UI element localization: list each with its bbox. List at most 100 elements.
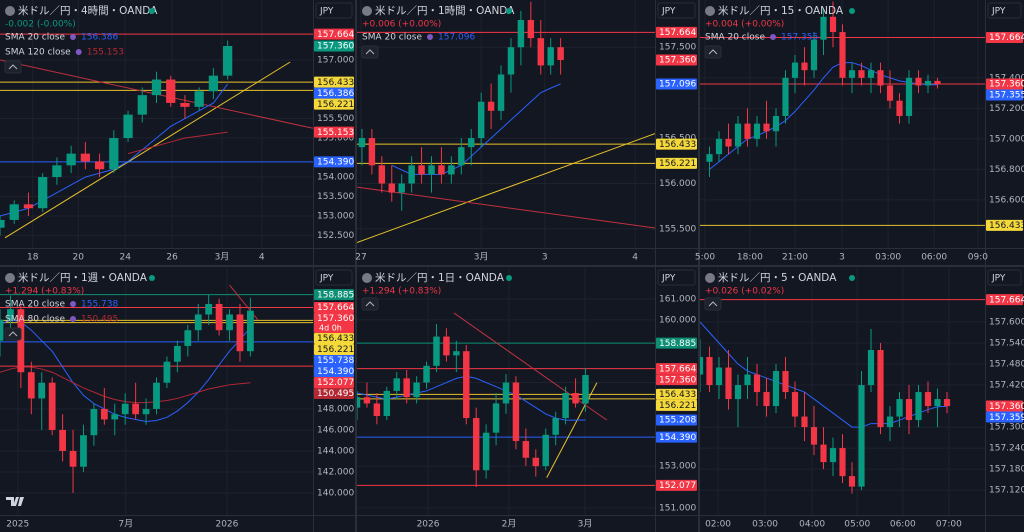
candle-body [839,32,846,78]
currency-button[interactable] [987,269,1022,286]
trend-line [357,186,655,229]
y-tick-label: 142.000 [317,467,354,477]
candle-body [393,378,400,391]
x-tick-label: 05:00 [844,520,870,530]
moving-average-line [391,83,561,175]
moving-average-line [357,375,586,421]
collapse-button[interactable] [4,60,22,74]
currency-button[interactable] [657,269,696,286]
candle-body [66,153,76,166]
price-change: +1.294 (+0.83%) [5,287,84,297]
panel-background [357,267,698,532]
candle-body [205,303,213,315]
panel-background [357,0,698,265]
x-tick-label: 06:00 [890,520,916,530]
candle-body [363,397,371,404]
currency-label: JPY [991,274,1006,284]
candle-body [111,414,119,420]
currency-label: JPY [661,274,676,284]
collapse-button[interactable] [361,45,379,59]
candle-body [896,399,903,417]
candle-body [829,16,837,33]
plot-area [0,0,313,248]
chart-panel: 157.600 157.540 157.480 157.420 157.300 157.2… [700,267,1024,532]
symbol-icon [5,6,15,16]
collapse-button[interactable] [704,45,722,59]
collapse-button[interactable] [361,297,379,311]
currency-button[interactable] [315,2,353,19]
x-tick-label: 7月 [118,519,133,530]
plot-area [700,0,985,248]
y-tick-label: 144.000 [317,446,354,456]
price-label: 156.433 [989,221,1024,231]
y-tick-label: 157.000 [317,56,354,66]
candle-body [423,365,430,383]
candle-body [791,392,799,417]
y-tick-label: 157.600 [989,317,1024,327]
candle-body [848,476,856,487]
x-tick-label: 3月 [578,519,593,530]
candle-body [782,371,789,393]
price-label: 154.390 [317,367,354,377]
x-tick-label: 18 [27,253,39,263]
y-tick-label: 156.800 [989,165,1024,175]
y-tick-label: 157.420 [989,381,1024,391]
chart-title: 米ドル／円・1時間・OANDA [375,4,515,17]
candle-body [9,204,19,220]
price-label-box [986,89,1023,101]
candle-body [194,314,202,331]
chart-panel: 157.500 156.500 156.000 155.500 27 3月 3 4 157.66… [355,0,698,265]
candle-body [173,345,181,362]
price-label: 156.221 [659,401,696,411]
x-tick-label: 4 [632,253,638,263]
candle-body [38,177,48,209]
indicator-value: 157.355 [781,33,818,43]
price-change: +0.004 (+0.00%) [705,20,784,30]
moving-average-line [127,131,228,155]
price-label: 157.360 [317,42,354,52]
price-label: 157.360 [317,314,354,324]
price-label: 157.664 [989,33,1024,43]
candle-body [448,165,455,175]
price-label-box [986,400,1023,412]
price-label: 156.221 [317,345,354,355]
price-label-box [314,343,354,355]
indicator-icon [70,301,76,307]
y-tick-label: 160.000 [659,315,696,325]
price-label: 157.360 [989,80,1024,90]
currency-button[interactable] [987,2,1022,19]
candle-body [829,448,837,463]
collapse-arrow [8,64,18,70]
price-label: 155.208 [659,416,696,426]
y-tick-label: 156.600 [989,195,1024,205]
candle-body [388,183,395,193]
currency-button[interactable] [315,269,353,286]
y-tick-label: 151.000 [659,503,696,513]
candle-body [403,378,410,398]
candle-body [468,138,475,148]
candle-body [562,392,569,419]
candle-body [886,416,894,428]
price-label: 155.738 [317,356,354,366]
collapse-button[interactable] [4,327,22,341]
candle-body [180,102,190,107]
market-status-dot [849,275,855,281]
y-tick-label: 157.300 [989,423,1024,433]
price-label-box [314,312,354,333]
candle-body [782,77,789,116]
price-label-box [656,431,697,443]
currency-button[interactable] [657,2,696,19]
collapse-button[interactable] [704,297,722,311]
y-tick-label: 156.500 [659,134,696,144]
price-label-box [314,40,354,52]
price-label: 157.664 [659,28,696,38]
y-tick-label: 148.000 [317,404,354,414]
candle-body [810,427,818,445]
market-status-dot [506,8,512,14]
price-change: +0.026 (+0.02%) [705,287,784,297]
price-label-box [656,337,697,349]
candle-body [163,361,171,383]
candle-body [706,154,713,162]
candle-body [398,183,405,193]
price-label-box [314,376,354,388]
